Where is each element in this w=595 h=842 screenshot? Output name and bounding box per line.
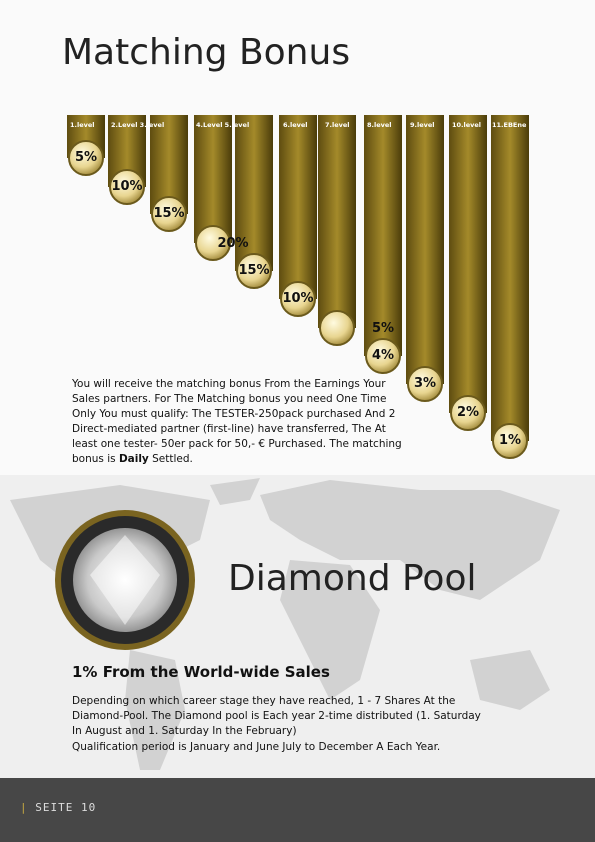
level-coin (195, 225, 231, 261)
level-column (194, 115, 232, 243)
level-label: 1.level (70, 121, 95, 129)
percentage: 15% (153, 206, 185, 221)
level-coin (236, 253, 272, 289)
level-column (406, 115, 444, 384)
percentage: 2% (456, 405, 480, 420)
level-label: 8.level (367, 121, 392, 129)
level-coin (280, 281, 316, 317)
subtitle: 1% From the World-wide Sales (72, 663, 330, 681)
text: Settled. (148, 453, 193, 465)
percentage: 10% (282, 291, 314, 306)
level-column (449, 115, 487, 413)
level-label: 7.level (325, 121, 350, 129)
level-coin (319, 310, 355, 346)
level-coin (407, 366, 443, 402)
title: Matching Bonus (62, 32, 351, 73)
bold-text: Daily (118, 453, 149, 465)
page-number: SEITE 10 (35, 801, 97, 814)
section-title: Diamond Pool (228, 558, 477, 599)
level-coin (365, 338, 401, 374)
level-label: 11.EBEne (492, 121, 527, 129)
level-label: 4.Level 5.level (196, 121, 250, 129)
paragraph: Qualification period is January and June… (72, 741, 441, 753)
paragraph: Depending on which career stage they hav… (72, 695, 481, 737)
level-column (364, 115, 402, 356)
level-label: 6.level (283, 121, 308, 129)
level-coin (109, 169, 145, 205)
level-coin (450, 395, 486, 431)
percentage: 3% (413, 376, 437, 391)
paragraph: You will receive the matching bonus From… (72, 377, 407, 467)
level-coin (68, 140, 104, 176)
diamond-coin (55, 510, 195, 650)
percentage: 5% (74, 150, 98, 165)
level-coin (151, 196, 187, 232)
level-label: 9.level (410, 121, 435, 129)
footer-page: | SEITE 10 (20, 801, 97, 814)
percentage: 4% (371, 348, 395, 363)
level-label: 2.Level 3.level (111, 121, 165, 129)
level-label: 10.level (452, 121, 482, 129)
level-column (279, 115, 317, 299)
level-column (491, 115, 529, 441)
percentage: 15% (238, 263, 270, 278)
percentage: 5% (371, 321, 395, 336)
level-column (235, 115, 273, 271)
percentage: 20% (217, 236, 249, 251)
text: You will receive the matching bonus From… (72, 378, 402, 465)
level-column (318, 115, 356, 328)
percentage: 10% (111, 179, 143, 194)
percentage: 1% (498, 433, 522, 448)
level-coin (492, 423, 528, 459)
